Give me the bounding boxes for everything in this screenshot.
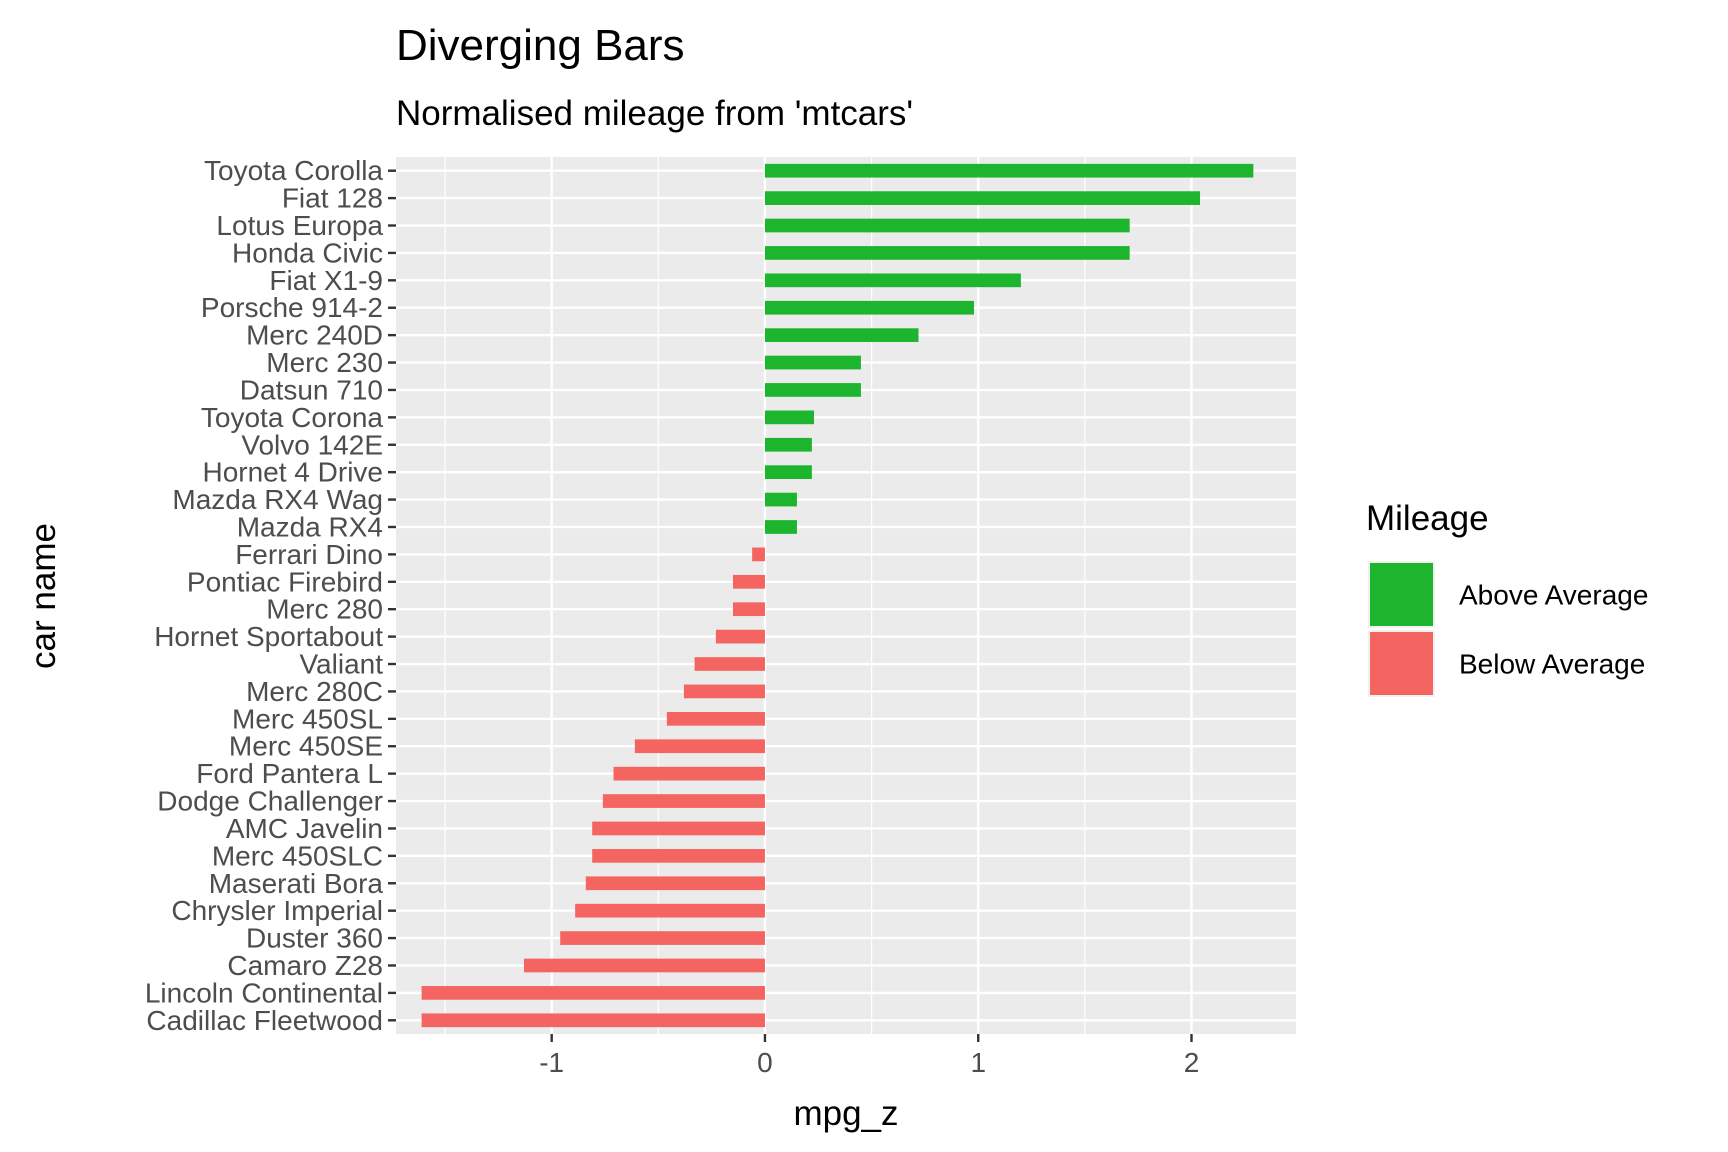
y-tick-label: Ford Pantera L <box>196 758 383 789</box>
y-tick-label: Toyota Corona <box>201 402 384 433</box>
y-tick-label: Hornet 4 Drive <box>202 457 383 488</box>
y-tick-label: Honda Civic <box>232 237 383 268</box>
chart-title: Diverging Bars <box>396 21 685 70</box>
y-tick-label: Dodge Challenger <box>157 786 383 817</box>
legend: Mileage Above Average Below Average <box>1366 499 1648 697</box>
bar-mazda-rx4 <box>764 520 797 534</box>
x-tick-label: 2 <box>1184 1047 1200 1078</box>
bar-lotus-europa <box>764 218 1130 233</box>
bar-hornet-4-drive <box>764 465 812 480</box>
bar-fiat-x1-9 <box>764 273 1021 288</box>
y-tick-label: Merc 450SE <box>229 731 383 762</box>
bar-merc-280c <box>683 684 765 699</box>
bar-ford-pantera-l <box>613 766 765 781</box>
y-tick-label: Duster 360 <box>246 923 383 954</box>
y-axis-title: car name <box>24 523 63 669</box>
y-tick-label: Camaro Z28 <box>227 950 383 981</box>
y-tick-label: Fiat 128 <box>282 183 383 214</box>
legend-swatch <box>1370 632 1433 695</box>
y-tick-label: Datsun 710 <box>240 374 383 405</box>
bar-dodge-challenger <box>602 794 765 808</box>
x-tick-label: -1 <box>539 1047 564 1078</box>
x-axis: -1 0 1 2 <box>539 1034 1199 1078</box>
bar-merc-450se <box>634 739 765 754</box>
bars <box>421 163 1254 1028</box>
bar-camaro-z28 <box>523 958 765 973</box>
bar-duster-360 <box>560 931 765 945</box>
legend-label: Below Average <box>1459 649 1645 680</box>
plot-panel <box>396 157 1296 1034</box>
y-tick-label: Toyota Corolla <box>204 155 383 186</box>
bar-merc-230 <box>764 355 861 370</box>
y-tick-label: Hornet Sportabout <box>154 621 383 652</box>
bar-pontiac-firebird <box>732 574 765 589</box>
chart-subtitle: Normalised mileage from 'mtcars' <box>396 94 913 133</box>
bar-amc-javelin <box>592 821 765 836</box>
bar-honda-civic <box>764 246 1130 260</box>
x-tick-label: 1 <box>970 1047 986 1078</box>
bar-volvo-142e <box>764 437 812 452</box>
y-tick-label: Mazda RX4 <box>237 511 383 542</box>
y-tick-label: Valiant <box>299 649 383 680</box>
bar-ferrari-dino <box>752 547 765 562</box>
y-tick-label: Lincoln Continental <box>145 977 383 1008</box>
bar-cadillac-fleetwood <box>421 1013 765 1028</box>
bar-maserati-bora <box>585 876 765 891</box>
bar-fiat-128 <box>764 191 1201 205</box>
bar-merc-450slc <box>592 849 765 863</box>
legend-title: Mileage <box>1366 499 1489 538</box>
y-tick-label: Volvo 142E <box>241 429 383 460</box>
y-tick-label: Pontiac Firebird <box>187 566 383 597</box>
bar-hornet-sportabout <box>715 629 765 644</box>
bar-mazda-rx4-wag <box>764 492 797 507</box>
y-tick-label: Merc 240D <box>246 320 383 351</box>
x-tick-label: 0 <box>757 1047 773 1078</box>
bar-chrysler-imperial <box>575 903 765 918</box>
y-tick-label: Chrysler Imperial <box>171 895 383 926</box>
bar-merc-450sl <box>666 711 765 726</box>
y-tick-label: Merc 280C <box>246 676 383 707</box>
bar-valiant <box>694 657 765 671</box>
bar-toyota-corolla <box>764 163 1254 178</box>
y-tick-label: AMC Javelin <box>226 813 383 844</box>
bar-lincoln-continental <box>421 986 765 1000</box>
y-tick-label: Fiat X1-9 <box>269 265 383 296</box>
y-tick-label: Merc 230 <box>266 347 383 378</box>
y-tick-label: Merc 450SL <box>232 703 383 734</box>
y-tick-label: Merc 280 <box>266 594 383 625</box>
y-tick-label: Cadillac Fleetwood <box>146 1005 383 1036</box>
legend-label: Above Average <box>1459 580 1648 611</box>
y-tick-label: Mazda RX4 Wag <box>172 484 383 515</box>
bar-merc-280 <box>732 602 765 617</box>
y-tick-label: Lotus Europa <box>216 210 383 241</box>
bar-datsun-710 <box>764 383 861 397</box>
x-axis-title: mpg_z <box>793 1094 898 1133</box>
legend-swatch <box>1370 563 1433 626</box>
bar-porsche-914-2 <box>764 300 974 315</box>
y-tick-label: Merc 450SLC <box>212 840 383 871</box>
y-tick-label: Porsche 914-2 <box>201 292 383 323</box>
y-tick-label: Ferrari Dino <box>235 539 383 570</box>
bar-merc-240d <box>764 328 919 342</box>
bar-toyota-corona <box>764 410 815 425</box>
y-tick-label: Maserati Bora <box>209 868 384 899</box>
